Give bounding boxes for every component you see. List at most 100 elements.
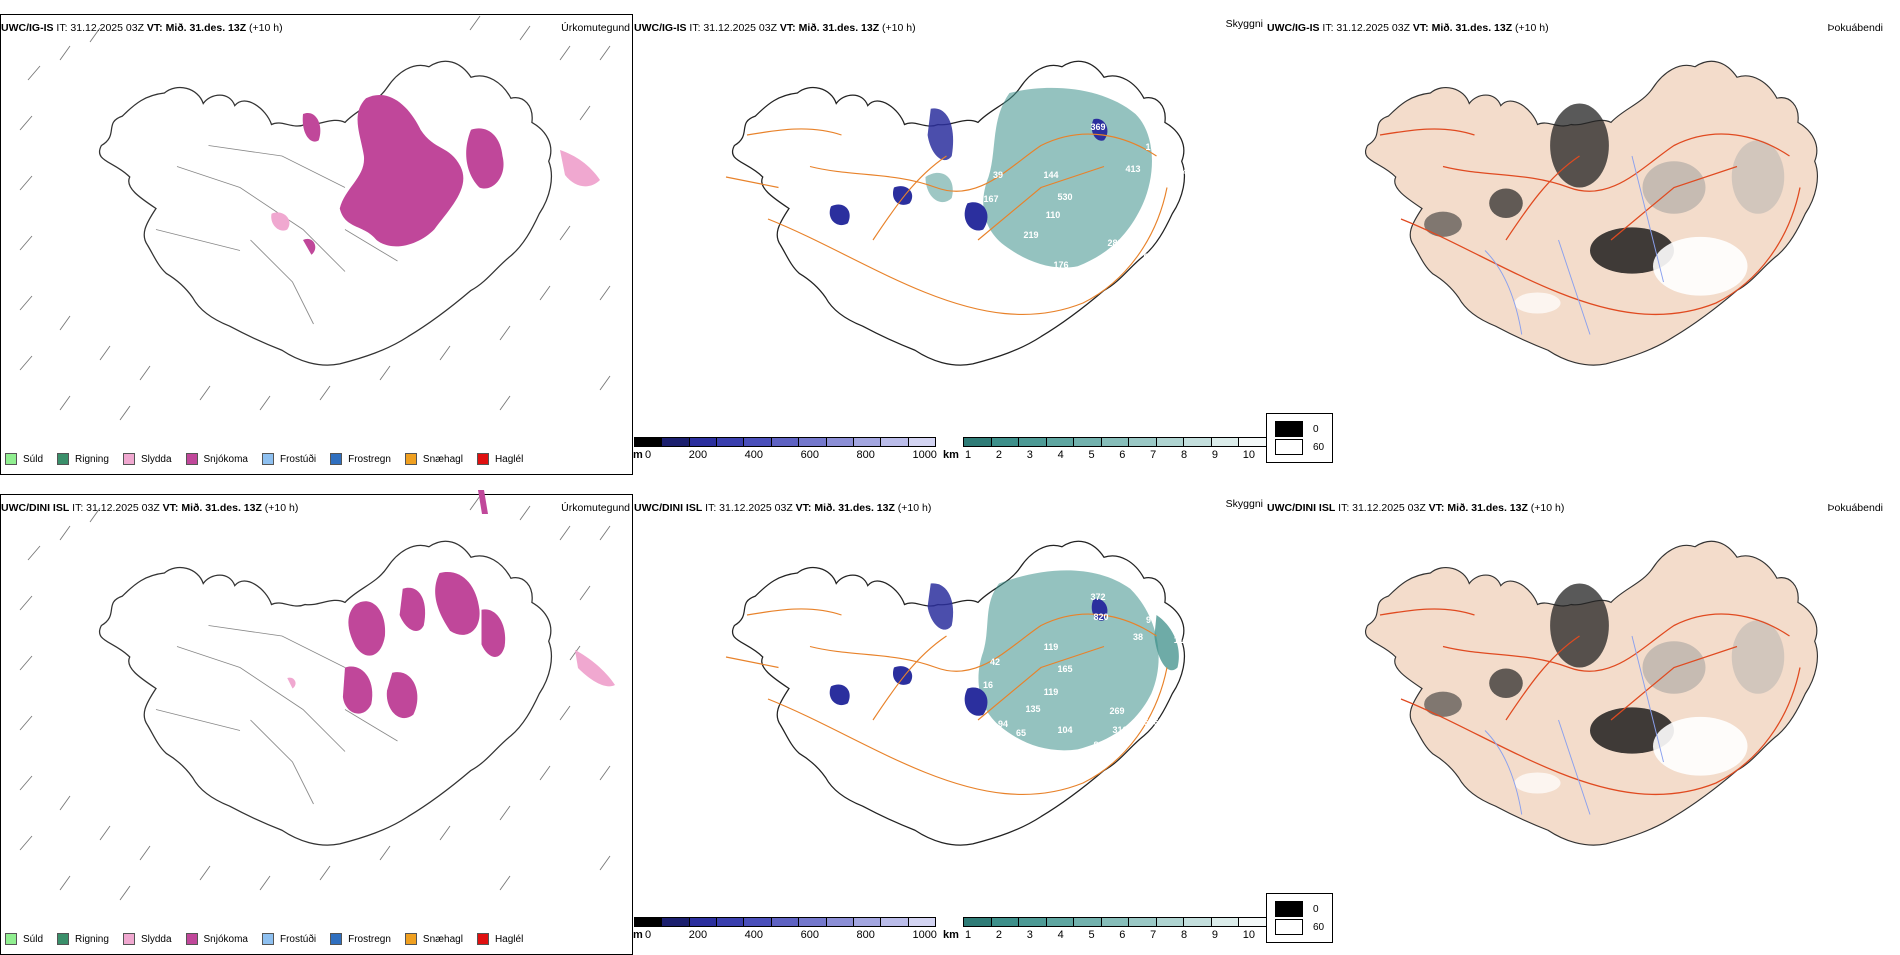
cloud-base-label: 39 <box>993 170 1003 180</box>
fog-index-map <box>1364 60 1818 366</box>
cloud-base-label: 646 <box>1143 717 1158 727</box>
tick-label: 9 <box>1211 449 1218 461</box>
legend-item: Haglél <box>476 453 523 465</box>
cloud-base-label: 104 <box>1057 725 1072 735</box>
tick-label: 800 <box>856 929 875 941</box>
fog-legend-label: 0 <box>1313 903 1319 915</box>
cloud-scale-unit: m <box>633 449 643 461</box>
fog-legend-item: 60 <box>1275 919 1324 935</box>
legend-label: Slydda <box>140 453 172 465</box>
cloud-base-label: 64 <box>946 244 956 254</box>
cloud-base-label: 165 <box>1057 664 1072 674</box>
cloud-base-label: 219 <box>1023 230 1038 240</box>
cloud-base-label: 652 <box>1143 252 1158 262</box>
visibility-scale-ticks: 1 2 3 4 5 6 7 8 9 10 <box>965 929 1255 941</box>
tick-label: 7 <box>1150 929 1157 941</box>
tick-label: 1 <box>965 929 972 941</box>
fog-legend-label: 60 <box>1313 921 1325 933</box>
legend-label: Frostregn <box>348 453 391 465</box>
legend-swatch <box>5 453 17 465</box>
tick-label: 400 <box>744 929 763 941</box>
tick-label: 1 <box>965 449 972 461</box>
cloud-base-label: 288 <box>1107 238 1122 248</box>
legend-label: Slydda <box>140 933 172 945</box>
cloud-base-label: 530 <box>1057 192 1072 202</box>
fog-index-panel-row2: UWC/DINI ISL IT: 31.12.2025 03Z VT: Mið.… <box>1266 480 1899 955</box>
legend-item: Snæhagl <box>404 933 463 945</box>
fog-index-panel-row1: UWC/IG-IS IT: 31.12.2025 03Z VT: Mið. 31… <box>1266 0 1899 475</box>
legend-item: Rigning <box>57 933 109 945</box>
legend-item: Frostúði <box>261 933 317 945</box>
legend-item: Snjókoma <box>185 933 248 945</box>
fog-legend-row2: 0 60 <box>1266 893 1334 943</box>
legend-item: Haglél <box>476 933 523 945</box>
fog-legend-item: 0 <box>1275 901 1324 917</box>
cloud-base-label: 16 <box>1000 254 1010 264</box>
panel-type-label: Skyggni <box>1225 18 1263 30</box>
legend-label: Frostúði <box>279 453 317 465</box>
legend-swatch <box>261 453 274 465</box>
precip-type-panel-row1: UWC/IG-IS IT: 31.12.2025 03Z VT: Mið. 31… <box>0 0 633 475</box>
legend-item: Slydda <box>122 933 172 945</box>
legend-swatch <box>330 933 343 945</box>
cloud-base-label: 16 <box>983 680 993 690</box>
tick-label: 7 <box>1150 449 1157 461</box>
tick-label: 200 <box>688 449 708 461</box>
cloud-base-label: 369 <box>1090 122 1105 132</box>
legend-item: Slydda <box>122 453 172 465</box>
cloud-base-label: 167 <box>983 194 998 204</box>
fog-legend-label: 60 <box>1313 441 1325 453</box>
cloud-base-label: 92 <box>894 242 904 252</box>
cloud-base-label: 66 <box>1016 264 1026 274</box>
tick-label: 6 <box>1119 929 1126 941</box>
cloud-base-label: 67 <box>880 727 890 737</box>
visibility-scale-unit: km <box>943 929 959 941</box>
precip-legend: Súld Rigning Slydda Snjókoma Frostúði Fr… <box>5 933 523 945</box>
tick-label: 3 <box>1026 929 1033 941</box>
legend-label: Snæhagl <box>422 933 463 945</box>
legend-item: Snæhagl <box>404 453 463 465</box>
tick-label: 0 <box>645 929 652 941</box>
cloud-base-label: 310 <box>1112 725 1127 735</box>
legend-item: Snjókoma <box>185 453 248 465</box>
precip-type-map <box>19 490 615 901</box>
visibility-scale-ticks: 1 2 3 4 5 6 7 8 9 10 <box>965 449 1255 461</box>
tick-label: 8 <box>1181 449 1188 461</box>
visibility-panel-row2: 372 820 97 38 112 119 165 119 135 104 26… <box>633 480 1267 955</box>
snow-area <box>339 94 464 247</box>
tick-label: 1000 <box>912 449 937 461</box>
legend-swatch <box>185 453 198 465</box>
legend-label: Frostúði <box>279 933 317 945</box>
cloud-base-label: 144 <box>1177 167 1192 177</box>
tick-label: 2 <box>995 929 1002 941</box>
cloud-scale-unit: m <box>633 929 643 941</box>
panel-title: UWC/IG-IS IT: 31.12.2025 03Z VT: Mið. 31… <box>1267 22 1549 34</box>
cloud-base-label: 61 <box>946 711 956 721</box>
tick-label: 800 <box>856 449 875 461</box>
cloud-base-label: 12 <box>928 267 938 277</box>
tick-label: 400 <box>744 449 763 461</box>
legend-label: Snjókoma <box>203 933 248 945</box>
fog-swatch <box>1275 439 1303 455</box>
legend-item: Súld <box>5 453 43 465</box>
legend-swatch <box>404 933 417 945</box>
tick-label: 9 <box>1211 929 1218 941</box>
legend-item: Frostregn <box>330 933 391 945</box>
cloud-base-label: 372 <box>1090 592 1105 602</box>
tick-label: 10 <box>1242 929 1255 941</box>
visibility-colorbar <box>963 917 1267 927</box>
legend-swatch <box>57 453 70 465</box>
legend-label: Snjókoma <box>203 453 248 465</box>
legend-item: Frostúði <box>261 453 317 465</box>
tick-label: 10 <box>1242 449 1255 461</box>
cloud-base-label: 12 <box>928 742 938 752</box>
cloud-base-label: 269 <box>1109 706 1124 716</box>
panel-type-label: Skyggni <box>1225 498 1263 510</box>
panel-title: UWC/IG-IS IT: 31.12.2025 03Z VT: Mið. 31… <box>634 22 916 34</box>
panel-title: UWC/DINI ISL IT: 31.12.2025 03Z VT: Mið.… <box>1267 502 1565 514</box>
tick-label: 3 <box>1026 449 1033 461</box>
legend-label: Súld <box>23 453 44 465</box>
legend-label: Snæhagl <box>422 453 463 465</box>
fog-legend-item: 60 <box>1275 439 1324 455</box>
tick-label: 6 <box>1119 449 1126 461</box>
